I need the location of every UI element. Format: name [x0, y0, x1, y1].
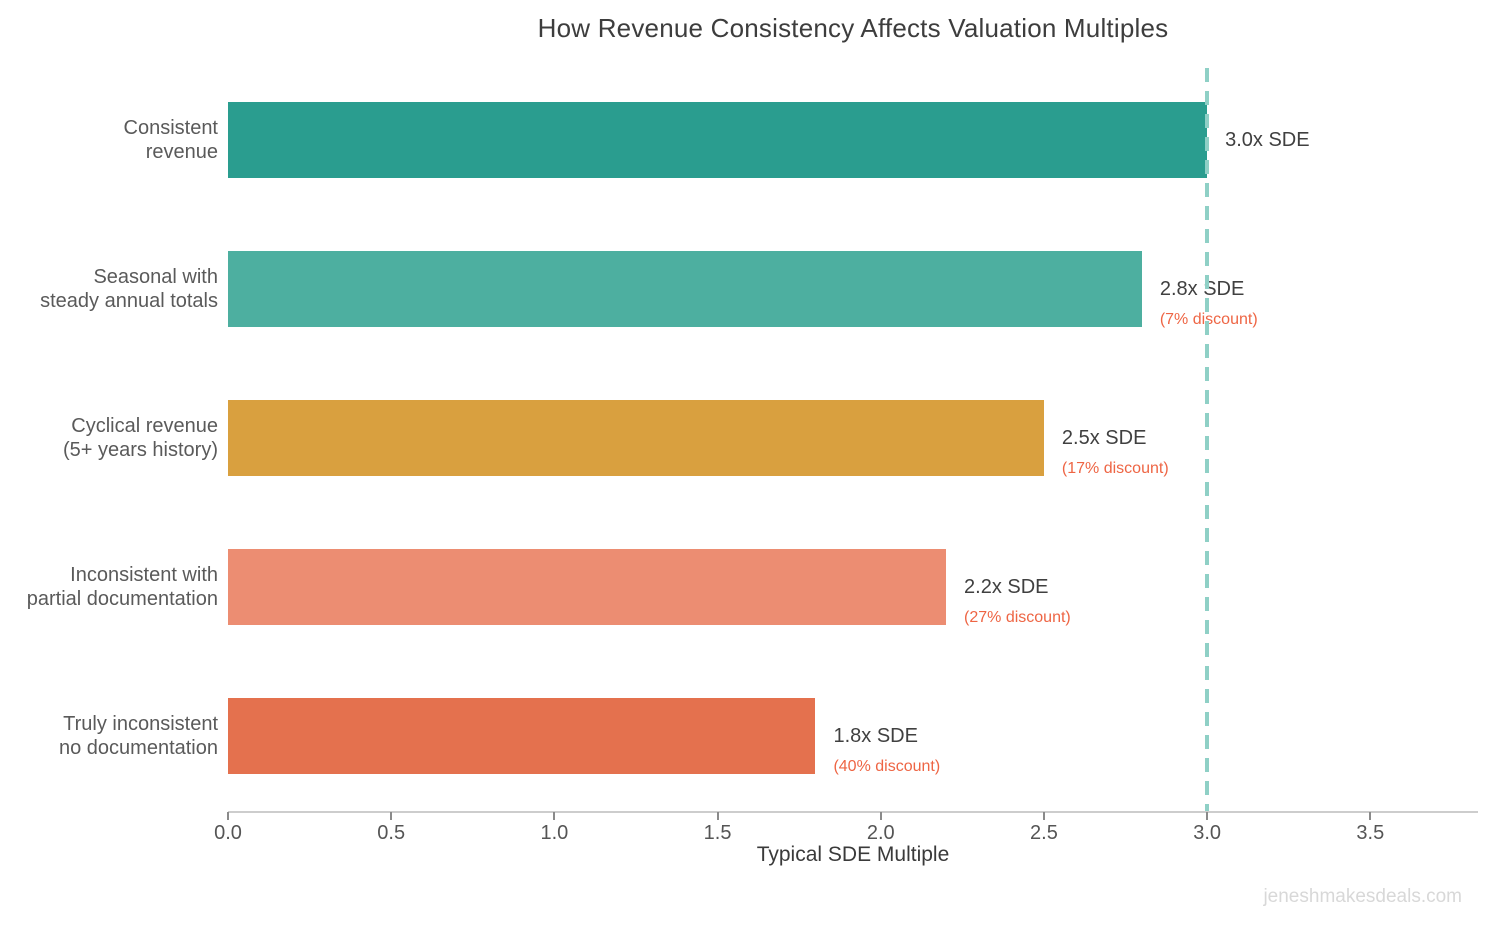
x-axis-tick-label: 3.0: [1193, 822, 1222, 844]
x-axis-tick: [879, 812, 882, 820]
x-axis-tick-label: 2.0: [866, 822, 895, 844]
x-axis-line: [228, 811, 1478, 813]
bar: [228, 102, 1208, 178]
value-label: 1.8x SDE: [833, 725, 918, 747]
category-label-line2: partial documentation: [26, 588, 218, 610]
x-axis-tick: [1369, 812, 1372, 820]
category-label: Cyclical revenue (5+ years history): [0, 414, 218, 462]
category-label-line2: steady annual totals: [40, 290, 218, 312]
x-axis-tick-label: 1.5: [703, 822, 732, 844]
category-label-line2: revenue: [145, 141, 218, 163]
discount-label: (27% discount): [964, 609, 1071, 626]
bar: [228, 698, 816, 774]
x-axis-tick: [716, 812, 719, 820]
category-label: Consistent revenue: [0, 116, 219, 164]
category-label: Seasonal with steady annual totals: [0, 265, 218, 313]
category-label: Truly inconsistent no documentation: [0, 712, 218, 760]
x-axis-tick: [227, 812, 229, 820]
x-axis-tick: [553, 812, 556, 820]
discount-label: (40% discount): [833, 758, 941, 775]
bar: [228, 251, 1142, 327]
category-label-line1: Truly inconsistent: [63, 713, 218, 735]
watermark: jeneshmakesdeals.com: [1263, 886, 1462, 907]
value-label: 2.2x SDE: [964, 576, 1049, 598]
x-axis-title: Typical SDE Multiple: [756, 843, 950, 866]
x-axis-tick-label: 0.5: [377, 822, 406, 844]
category-label-line1: Consistent: [123, 117, 219, 139]
category-label: Inconsistent with partial documentation: [0, 563, 218, 611]
value-label: 3.0x SDE: [1225, 129, 1310, 151]
category-label-line1: Cyclical revenue: [71, 415, 218, 437]
value-label: 2.5x SDE: [1061, 427, 1147, 449]
category-label-line1: Seasonal with: [93, 266, 218, 288]
bar: [228, 400, 1044, 476]
x-axis-tick-label: 0.0: [214, 822, 242, 844]
x-axis-tick: [1042, 812, 1045, 820]
x-axis-tick-label: 1.0: [540, 822, 569, 844]
value-label: 2.8x SDE: [1159, 278, 1245, 300]
x-axis-tick: [1206, 812, 1209, 820]
discount-label: (17% discount): [1061, 460, 1169, 477]
x-axis-tick-label: 2.5: [1030, 822, 1058, 844]
x-axis-tick-label: 3.5: [1356, 822, 1385, 844]
chart-title: How Revenue Consistency Affects Valuatio…: [537, 13, 1169, 43]
bar: [228, 549, 947, 625]
category-label-line1: Inconsistent with: [70, 564, 218, 586]
category-label-line2: no documentation: [58, 737, 218, 759]
x-axis-tick: [390, 812, 393, 820]
reference-line: [1205, 68, 1210, 812]
category-label-line2: (5+ years history): [62, 439, 218, 461]
